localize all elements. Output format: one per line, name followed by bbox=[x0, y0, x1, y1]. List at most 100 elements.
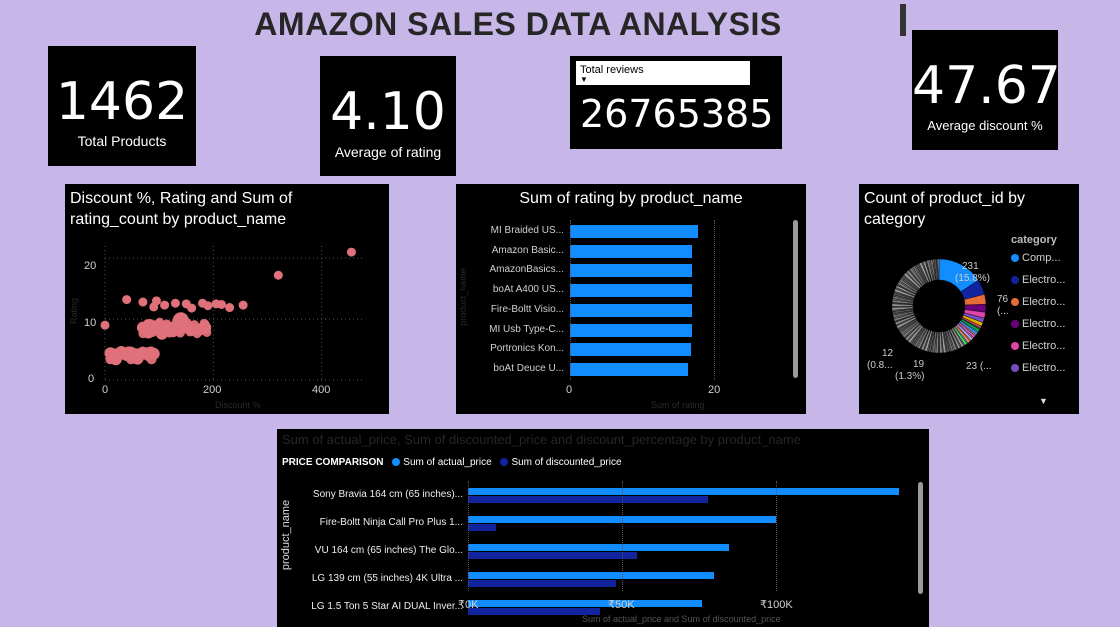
donut-visual[interactable]: Count of product_id by category category… bbox=[859, 184, 1079, 414]
rating-xtick-0: 0 bbox=[566, 384, 573, 396]
donut-legend-item[interactable]: Comp... bbox=[1011, 252, 1061, 264]
rating-scrollbar[interactable] bbox=[793, 220, 798, 378]
scatter-point bbox=[131, 352, 144, 365]
avg-rating-label: Average of rating bbox=[334, 144, 442, 160]
donut-legend-item[interactable]: Electro... bbox=[1011, 274, 1065, 286]
actual-price-bar[interactable] bbox=[468, 516, 776, 523]
rating-bar[interactable] bbox=[570, 264, 692, 278]
legend-dot bbox=[1011, 364, 1019, 373]
rating-bar-label: MI Braided US... bbox=[490, 225, 564, 236]
price-scrollbar[interactable] bbox=[918, 482, 923, 594]
donut-title: Count of product_id by category bbox=[864, 188, 1025, 230]
scatter-xtick-200: 200 bbox=[203, 384, 222, 396]
total-reviews-card[interactable]: Total reviews ▼ 26765385 bbox=[570, 56, 782, 149]
donut-legend-item[interactable]: Electro... bbox=[1011, 318, 1065, 330]
rating-bar-label: boAt A400 US... bbox=[492, 284, 564, 296]
scatter-ytick-20: 20 bbox=[84, 260, 97, 272]
actual-price-bar[interactable] bbox=[468, 572, 715, 579]
total-products-value: 1462 bbox=[55, 72, 189, 132]
donut-label-76-pct: (... bbox=[997, 306, 1009, 317]
scatter-plot[interactable] bbox=[65, 184, 389, 414]
rating-bar[interactable] bbox=[570, 225, 698, 238]
avg-discount-card[interactable]: 47.67 Average discount % bbox=[912, 30, 1061, 150]
rating-bar-label: Fire-Boltt Visio... bbox=[490, 303, 564, 315]
legend-dot bbox=[1011, 342, 1019, 351]
legend-dot-actual bbox=[392, 458, 401, 467]
rating-bar[interactable] bbox=[570, 362, 689, 376]
price-bar-label: Sony Bravia 164 cm (65 inches)... bbox=[312, 489, 463, 500]
discounted-price-bar[interactable] bbox=[468, 496, 708, 503]
scatter-point bbox=[155, 327, 168, 340]
rating-grid-20 bbox=[714, 220, 715, 380]
rating-xtick-20: 20 bbox=[708, 384, 721, 396]
scatter-title-line1: Discount %, Rating and Sum of bbox=[70, 190, 293, 207]
scatter-xtick-400: 400 bbox=[312, 384, 331, 396]
rating-bar[interactable] bbox=[570, 303, 692, 317]
chevron-down-icon[interactable]: ▼ bbox=[1039, 396, 1048, 406]
donut-label-76: 76 (... bbox=[997, 294, 1009, 318]
scatter-point bbox=[187, 303, 197, 313]
donut-label-19-count: 19 bbox=[913, 359, 925, 370]
scatter-ylabel: Rating bbox=[69, 297, 80, 325]
rating-bar-label: Amazon Basic... bbox=[491, 244, 564, 256]
reviews-dropdown-value: Total reviews bbox=[580, 64, 644, 76]
rating-bar-label: AmazonBasics... bbox=[489, 264, 564, 276]
scatter-point bbox=[166, 325, 179, 338]
donut-label-12-count: 12 bbox=[882, 348, 894, 359]
scatter-visual[interactable]: Discount %, Rating and Sum of rating_cou… bbox=[65, 184, 389, 414]
legend-dot bbox=[1011, 254, 1019, 263]
price-grid-50k bbox=[622, 481, 623, 591]
rating-bar[interactable] bbox=[570, 244, 692, 258]
rating-bar-label: MI Usb Type-C... bbox=[489, 323, 564, 335]
reviews-dropdown[interactable]: Total reviews ▼ bbox=[576, 61, 750, 85]
avg-rating-value: 4.10 bbox=[330, 82, 446, 142]
donut-title-line2: category bbox=[864, 211, 926, 228]
actual-price-bar[interactable] bbox=[468, 600, 702, 607]
avg-rating-card[interactable]: 4.10 Average of rating bbox=[320, 56, 456, 176]
total-products-card[interactable]: 1462 Total Products bbox=[48, 46, 196, 166]
rating-bar-visual[interactable]: Sum of rating by product_name product_na… bbox=[456, 184, 806, 414]
price-xtick-50k: ₹50K bbox=[608, 599, 635, 611]
donut-legend-item[interactable]: Electro... bbox=[1011, 362, 1065, 374]
discounted-price-bar[interactable] bbox=[468, 608, 601, 615]
actual-price-bar[interactable] bbox=[468, 544, 730, 551]
donut-legend-item[interactable]: Electro... bbox=[1011, 296, 1065, 308]
donut-legend-label: Electro... bbox=[1022, 340, 1066, 352]
scatter-xtick-0: 0 bbox=[102, 384, 109, 396]
total-products-label: Total Products bbox=[77, 133, 167, 149]
price-visual[interactable]: Sum of actual_price, Sum of discounted_p… bbox=[277, 429, 929, 627]
price-legend-title: PRICE COMPARISON bbox=[282, 457, 384, 468]
scatter-point bbox=[199, 321, 212, 334]
scatter-point bbox=[203, 301, 213, 311]
price-xtick-100k: ₹100K bbox=[760, 599, 793, 611]
rating-bar[interactable] bbox=[570, 343, 691, 357]
avg-discount-value: 47.67 bbox=[912, 56, 1061, 116]
actual-price-bar[interactable] bbox=[468, 488, 899, 495]
rating-bar[interactable] bbox=[570, 323, 692, 337]
price-grid-0 bbox=[468, 481, 469, 591]
legend-actual-label: Sum of actual_price bbox=[403, 457, 492, 468]
discounted-price-bar[interactable] bbox=[468, 580, 616, 587]
scatter-point bbox=[346, 247, 356, 257]
page-title: AMAZON SALES DATA ANALYSIS bbox=[254, 6, 782, 42]
scatter-ytick-10: 10 bbox=[84, 317, 97, 329]
price-bar-label: VU 164 cm (65 inches) The Glo... bbox=[314, 545, 463, 556]
donut-legend-label: Electro... bbox=[1022, 274, 1066, 286]
donut-legend-label: Comp... bbox=[1022, 252, 1061, 264]
donut-chart[interactable] bbox=[859, 184, 1079, 414]
donut-legend-label: Electro... bbox=[1022, 296, 1066, 308]
price-title: Sum of actual_price, Sum of discounted_p… bbox=[282, 432, 801, 447]
rating-bar[interactable] bbox=[570, 284, 692, 298]
avg-discount-label: Average discount % bbox=[927, 118, 1043, 133]
discounted-price-bar[interactable] bbox=[468, 552, 638, 559]
donut-legend-item[interactable]: Electro... bbox=[1011, 340, 1065, 352]
scatter-point bbox=[122, 295, 132, 305]
scatter-point bbox=[170, 298, 180, 308]
scatter-title-line2: rating_count by product_name bbox=[70, 211, 287, 228]
discounted-price-bar[interactable] bbox=[468, 524, 496, 531]
donut-label-12-pct: (0.8... bbox=[867, 360, 893, 371]
scatter-ytick-0: 0 bbox=[88, 373, 95, 385]
scatter-point bbox=[216, 299, 226, 309]
scatter-point bbox=[273, 270, 283, 280]
donut-label-23: 23 (... bbox=[966, 361, 992, 372]
